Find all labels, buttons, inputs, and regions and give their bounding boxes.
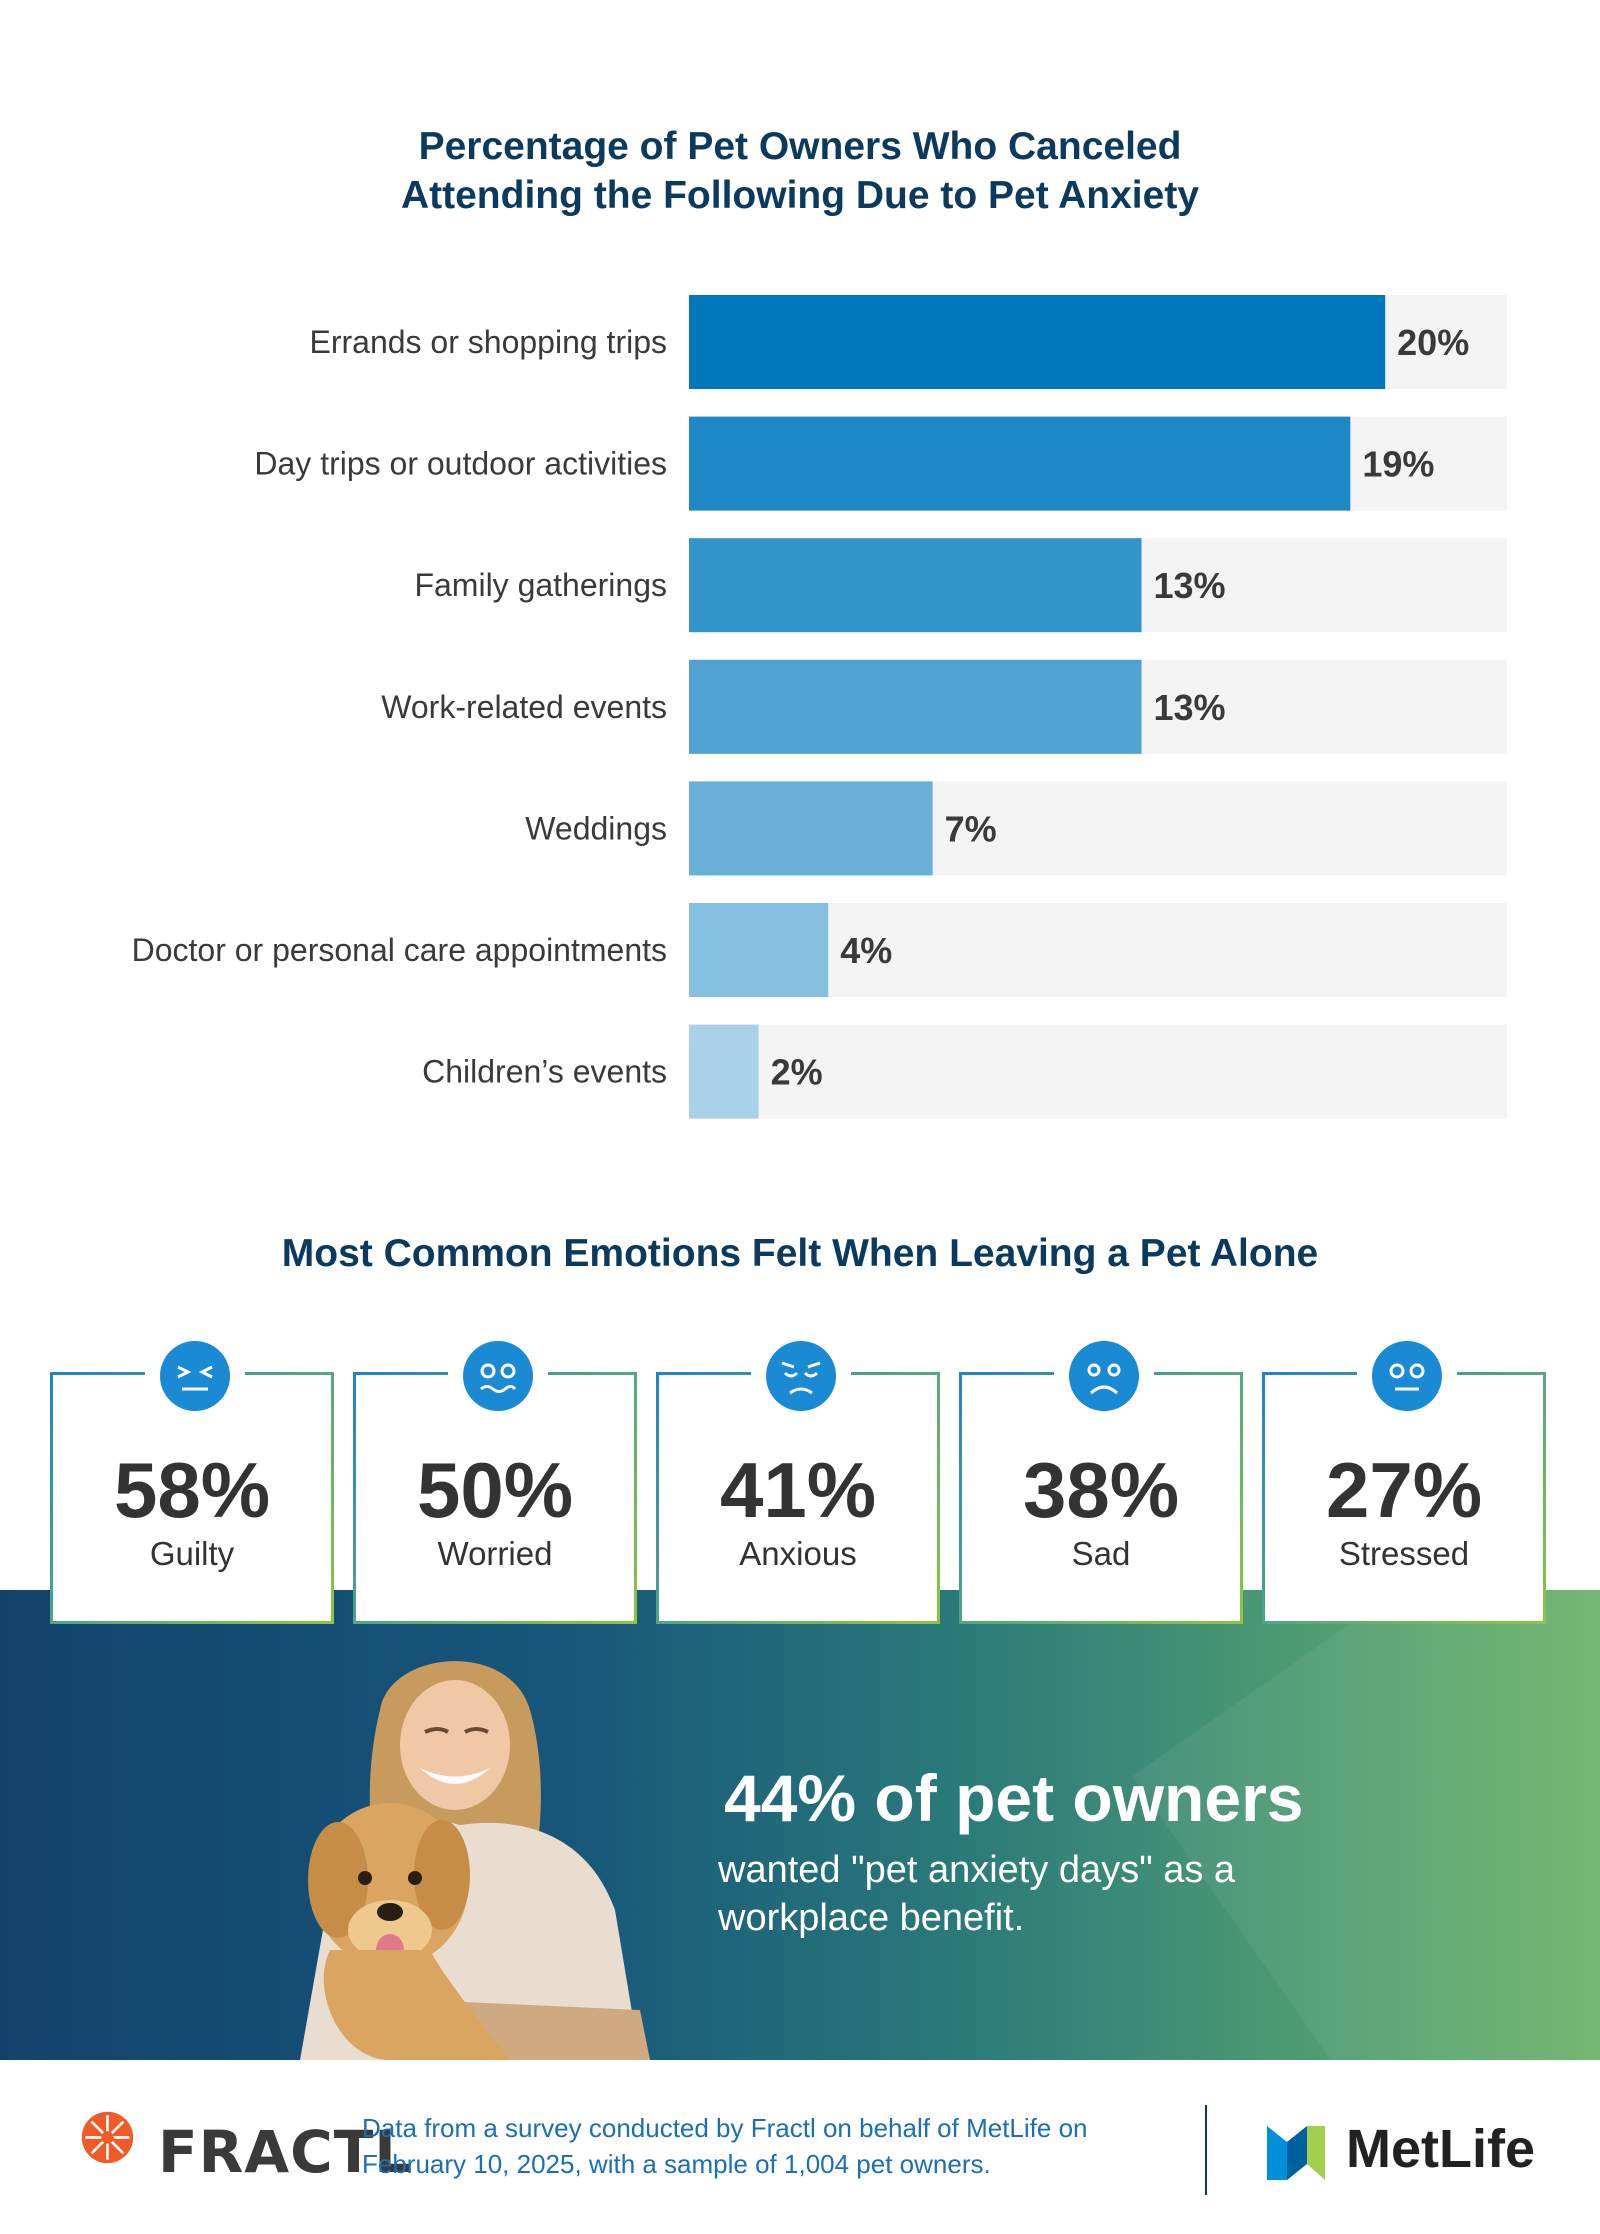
category-label: Weddings: [525, 810, 667, 846]
metlife-logo-text: MetLife: [1346, 2119, 1535, 2179]
bar: [689, 781, 933, 876]
banner-subtext: wanted "pet anxiety days" as a workplace…: [718, 1849, 1236, 1939]
category-label: Children’s events: [422, 1054, 667, 1090]
emotion-label: Sad: [1071, 1535, 1131, 1572]
bar-chart: Errands or shopping trips 20% Day trips or…: [132, 295, 1507, 1119]
chart-title: Percentage of Pet Owners Who Canceled At…: [0, 122, 1600, 220]
category-label: Day trips or outdoor activities: [254, 446, 667, 482]
emotion-percent: 27%: [1325, 1446, 1483, 1534]
footer-divider: [1205, 2105, 1207, 2195]
category-label: Doctor or personal care appointments: [132, 932, 667, 968]
emotion-card: 41% Anxious: [656, 1341, 940, 1624]
source-note: Data from a survey conducted by Fractl o…: [362, 2113, 1088, 2179]
category-label: Work-related events: [381, 689, 667, 725]
banner-headline: 44% of pet owners: [724, 1761, 1304, 1835]
category-label: Family gatherings: [414, 567, 667, 603]
squinting-face-icon: [160, 1341, 230, 1411]
emotion-label: Guilty: [149, 1535, 235, 1572]
sad-face-icon: [1069, 1341, 1139, 1411]
fractl-logo-text: FRACTL: [158, 2118, 413, 2186]
emotion-card: 50% Worried: [353, 1341, 637, 1624]
emotion-card: 38% Sad: [959, 1341, 1243, 1624]
value-label: 7%: [945, 808, 997, 849]
value-label: 13%: [1154, 687, 1226, 728]
emotion-percent: 38%: [1022, 1446, 1180, 1534]
stressed-face-icon: [1372, 1341, 1442, 1411]
emotions-title: Most Common Emotions Felt When Leaving a…: [281, 1232, 1319, 1275]
emotion-percent: 41%: [719, 1446, 877, 1534]
bar: [689, 416, 1351, 511]
banner: 44% of pet owners wanted "pet anxiety da…: [0, 1590, 1600, 2060]
value-label: 19%: [1362, 444, 1434, 485]
bar: [689, 659, 1142, 754]
chart-title-line-2: Attending the Following Due to Pet Anxie…: [400, 174, 1200, 217]
chart-title-line-1: Percentage of Pet Owners Who Canceled: [418, 125, 1182, 168]
emotion-card: 27% Stressed: [1262, 1341, 1546, 1624]
metlife-logo-icon: [1267, 2126, 1325, 2180]
bar: [689, 903, 829, 997]
emotion-label: Stressed: [1338, 1535, 1470, 1572]
bar: [689, 295, 1386, 389]
value-label: 20%: [1397, 322, 1469, 363]
category-label: Errands or shopping trips: [309, 324, 667, 360]
emotion-percent: 58%: [113, 1446, 271, 1534]
fractl-logo-icon: [81, 2111, 134, 2164]
worried-face-icon: [463, 1341, 533, 1411]
emotion-percent: 50%: [416, 1446, 574, 1534]
emotion-label: Worried: [437, 1535, 553, 1572]
value-label: 13%: [1154, 565, 1226, 606]
bar: [689, 538, 1142, 633]
value-label: 2%: [771, 1052, 823, 1093]
bar-track: [689, 1024, 1507, 1119]
woman-with-dog-photo: [300, 1661, 650, 2060]
emotion-label: Anxious: [739, 1535, 857, 1572]
bar: [689, 1024, 759, 1119]
value-label: 4%: [840, 930, 892, 971]
anxious-face-icon: [766, 1341, 836, 1411]
emotion-card: 58% Guilty: [50, 1341, 334, 1624]
